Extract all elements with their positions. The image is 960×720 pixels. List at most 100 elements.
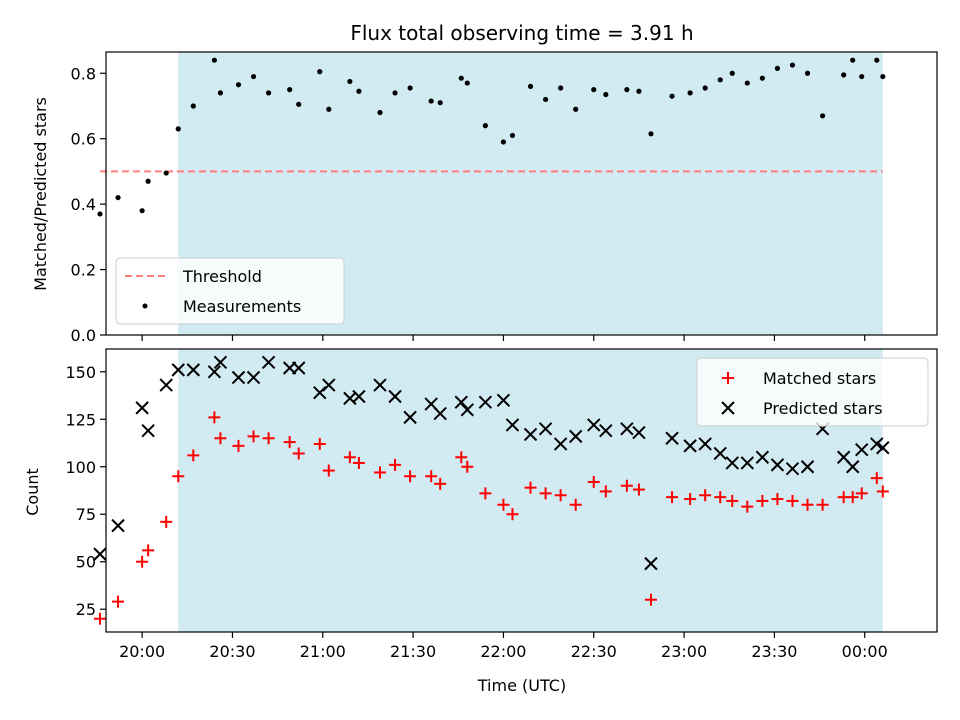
top-panel: 0.00.20.40.60.8 Matched/Predicted stars … — [31, 51, 938, 345]
matched-point — [313, 437, 326, 450]
measurement-point — [97, 211, 103, 217]
measurement-point — [774, 65, 781, 71]
y-tick-label: 25 — [76, 600, 96, 619]
measurement-point — [356, 88, 362, 94]
count-points — [93, 355, 890, 625]
measurement-point — [573, 106, 579, 112]
measurement-point — [717, 77, 723, 83]
predicted-point — [785, 461, 800, 476]
axes-frame — [105, 348, 938, 633]
top-y-axis-label: Matched/Predicted stars — [31, 97, 50, 291]
predicted-point — [93, 547, 107, 561]
legend-matched-label: Matched stars — [763, 369, 876, 388]
measurement-point — [804, 70, 811, 76]
predicted-point — [186, 363, 201, 377]
x-tick-label: 23:00 — [661, 642, 707, 661]
measurement-point — [744, 80, 750, 86]
matched-point — [726, 494, 739, 507]
matched-point — [870, 472, 883, 485]
predicted-point — [876, 441, 890, 455]
matched-point — [208, 411, 221, 424]
measurement-point — [603, 91, 609, 98]
matched-point — [373, 466, 386, 479]
bottom-y-axis-label: Count — [23, 468, 42, 516]
measurement-point — [190, 103, 196, 109]
bottom-axes: 25 50 75 100 125 150 20:00 20:30 21:00 21:30 22:00… — [65, 348, 938, 661]
matched-point — [786, 494, 799, 507]
x-tick-label: 20:00 — [119, 642, 165, 661]
predicted-point — [246, 370, 261, 385]
y-tick-label: 0.8 — [71, 64, 96, 83]
matched-point — [352, 456, 365, 469]
predicted-point — [644, 556, 658, 571]
y-tick-label: 150 — [65, 363, 96, 382]
matched-point — [292, 447, 305, 460]
matched-point — [801, 498, 814, 511]
measurement-point — [500, 139, 507, 145]
predicted-point — [698, 437, 712, 451]
measurement-point — [687, 90, 693, 96]
measurement-point — [729, 70, 735, 76]
measurement-point — [458, 75, 464, 81]
measurement-point — [175, 126, 181, 132]
y-tick-label: 0.2 — [71, 261, 96, 280]
measurement-point — [250, 73, 257, 80]
measurement-point — [759, 75, 765, 81]
measurement-point — [636, 88, 642, 94]
predicted-point — [231, 370, 246, 385]
predicted-point — [770, 458, 785, 472]
measurement-point — [874, 57, 880, 63]
predicted-point — [587, 418, 601, 432]
matched-point — [569, 498, 582, 511]
measurement-point — [591, 87, 597, 93]
matched-point — [497, 498, 510, 511]
predicted-point — [433, 406, 447, 421]
measurement-point — [145, 178, 151, 184]
measurement-point — [235, 82, 242, 88]
measurement-point — [819, 113, 826, 119]
x-tick-label: 22:00 — [480, 642, 526, 661]
matched-point — [283, 436, 296, 449]
measurement-point — [347, 78, 353, 85]
matched-point — [142, 544, 155, 557]
matched-point — [425, 470, 438, 483]
measurement-point — [326, 106, 332, 112]
predicted-point — [313, 385, 327, 400]
measurement-point — [217, 90, 224, 96]
predicted-point — [755, 450, 770, 464]
measurement-point — [789, 62, 796, 68]
x-tick-label: 22:30 — [571, 642, 617, 661]
matched-point — [404, 470, 417, 483]
axes-frame — [105, 51, 938, 336]
legend-predicted-swatch — [721, 401, 735, 415]
bottom-legend: Matched stars Predicted stars — [696, 357, 929, 427]
matched-point — [434, 477, 447, 490]
legend-threshold-label: Threshold — [182, 267, 262, 286]
predicted-point — [159, 378, 173, 392]
bottom-panel: 25 50 75 100 125 150 20:00 20:30 21:00 21:30 22:00… — [23, 348, 938, 695]
measurement-point — [542, 96, 549, 103]
measurement-point — [163, 170, 169, 176]
predicted-point — [141, 423, 155, 438]
chart-title: Flux total observing time = 3.91 h — [350, 21, 693, 45]
matched-point — [620, 479, 633, 492]
bottom-legend-box — [696, 357, 929, 427]
matched-point — [136, 555, 149, 568]
predicted-point — [683, 439, 697, 453]
measurement-point — [317, 69, 323, 75]
predicted-point — [620, 422, 634, 436]
matched-point — [247, 430, 260, 443]
predicted-point — [800, 460, 815, 474]
predicted-point — [740, 456, 755, 470]
predicted-point — [373, 378, 387, 392]
predicted-point — [665, 431, 679, 445]
matched-point — [524, 481, 537, 494]
top-legend: Threshold Measurements — [115, 257, 345, 325]
measurement-point — [428, 98, 434, 104]
measurement-point — [464, 80, 470, 86]
matched-point — [855, 487, 868, 500]
y-tick-label: 100 — [65, 458, 96, 477]
measurement-point — [287, 87, 293, 93]
measurement-point — [850, 57, 856, 63]
x-tick-label: 21:30 — [390, 642, 436, 661]
